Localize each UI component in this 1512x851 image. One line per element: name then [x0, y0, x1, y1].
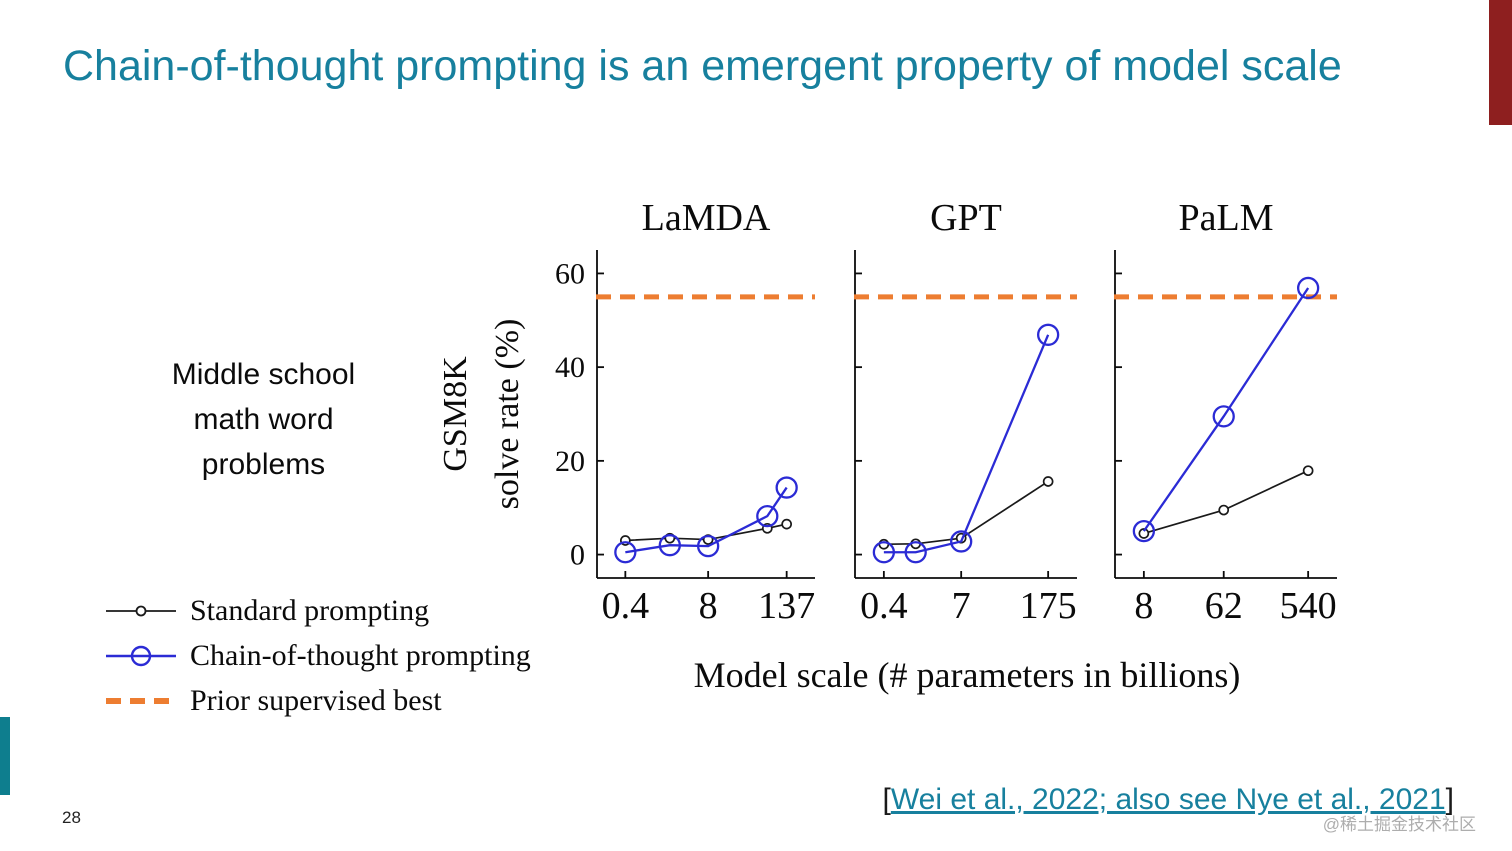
standard-line-icon	[106, 605, 176, 616]
svg-text:540: 540	[1280, 585, 1337, 627]
svg-text:175: 175	[1020, 585, 1077, 627]
gsm8k-chart-svg: GSM8K solve rate (%) LaMDA 0 20 40 60 0.4 8 137 GP…	[437, 197, 1337, 695]
svg-text:GSM8K: GSM8K	[437, 356, 474, 472]
svg-text:LaMDA: LaMDA	[642, 197, 771, 239]
top-right-accent-bar	[1489, 0, 1512, 125]
legend-label-standard: Standard prompting	[190, 593, 430, 627]
side-note-line: math word	[193, 403, 334, 436]
citation-close-bracket: ]	[1445, 783, 1454, 816]
legend: Standard prompting Chain-of-thought prom…	[106, 588, 531, 723]
gsm8k-figure: GSM8K solve rate (%) LaMDA 0 20 40 60 0.4 8 137 GP…	[420, 185, 1360, 705]
citation: [Wei et al., 2022; also see Nye et al., …	[883, 783, 1454, 817]
svg-text:40: 40	[555, 351, 585, 384]
legend-label-cot: Chain-of-thought prompting	[190, 638, 531, 672]
svg-text:0.4: 0.4	[602, 585, 650, 627]
svg-text:8: 8	[699, 585, 718, 627]
citation-open-bracket: [	[882, 783, 891, 816]
svg-text:PaLM: PaLM	[1179, 197, 1274, 239]
svg-text:8: 8	[1134, 585, 1153, 627]
svg-text:0: 0	[570, 539, 585, 572]
svg-text:GPT: GPT	[930, 197, 1002, 239]
svg-text:62: 62	[1205, 585, 1243, 627]
page-number: 28	[62, 808, 81, 827]
side-note-line: problems	[201, 448, 326, 481]
side-note-line: Middle school	[171, 358, 356, 391]
slide-title: Chain-of-thought prompting is an emergen…	[63, 42, 1342, 90]
svg-text:137: 137	[758, 585, 815, 627]
svg-text:0.4: 0.4	[860, 585, 908, 627]
prior-dashed-line-icon	[106, 697, 176, 704]
svg-text:60: 60	[555, 257, 585, 290]
svg-text:Model scale (# parameters in b: Model scale (# parameters in billions)	[694, 655, 1241, 695]
bottom-left-accent-bar	[0, 717, 10, 795]
legend-item-standard: Standard prompting	[106, 588, 531, 633]
side-note: Middle school math word problems	[116, 352, 411, 487]
citation-link[interactable]: Wei et al., 2022; also see Nye et al., 2…	[890, 783, 1446, 816]
svg-text:solve rate (%): solve rate (%)	[489, 319, 526, 510]
legend-label-prior: Prior supervised best	[190, 683, 442, 717]
svg-text:7: 7	[952, 585, 971, 627]
chain-of-thought-line-icon	[106, 645, 176, 666]
legend-item-prior: Prior supervised best	[106, 678, 531, 723]
watermark: @稀土掘金技术社区	[1322, 815, 1476, 834]
svg-text:20: 20	[555, 445, 585, 478]
legend-item-cot: Chain-of-thought prompting	[106, 633, 531, 678]
